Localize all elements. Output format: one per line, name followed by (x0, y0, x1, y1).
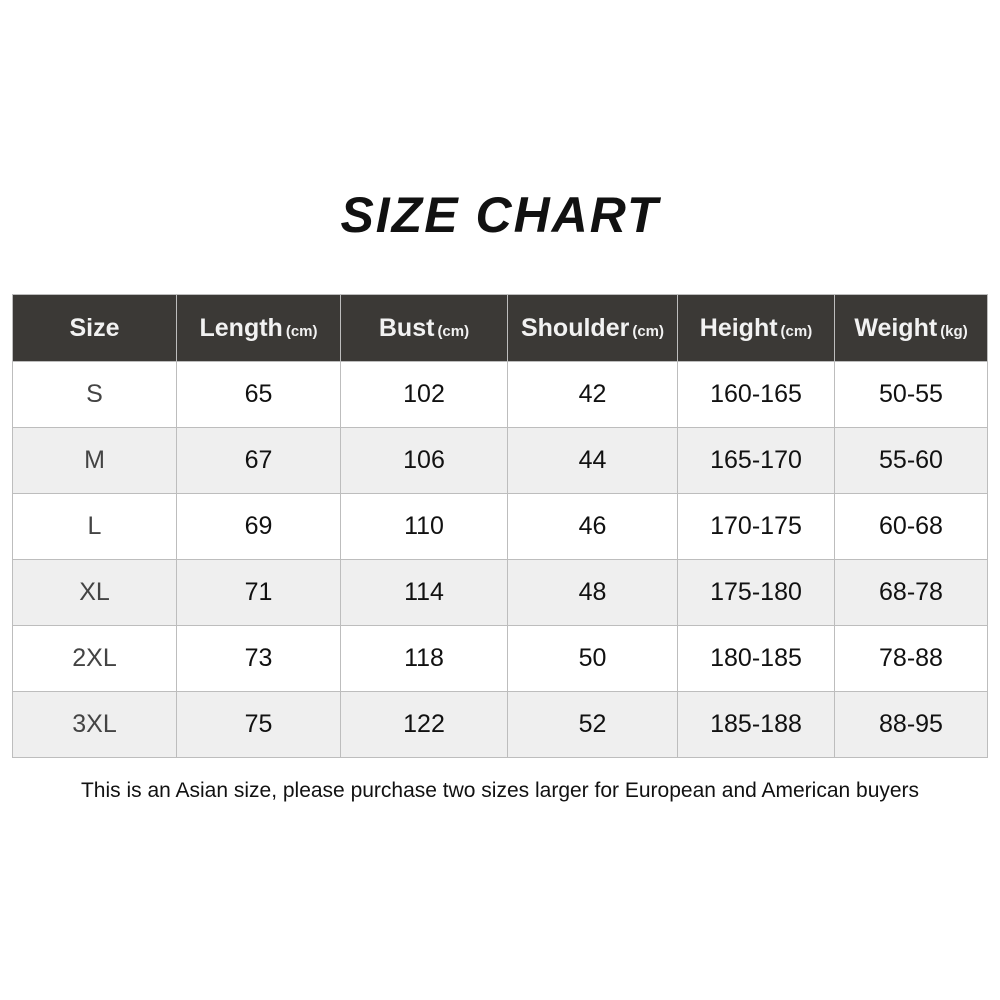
table-cell: 114 (340, 559, 508, 626)
table-cell: 65 (176, 361, 341, 428)
table-cell: 69 (176, 493, 341, 560)
column-label: Bust (378, 313, 435, 342)
table-cell: 71 (176, 559, 341, 626)
table-cell: 55-60 (834, 427, 988, 494)
column-header-shoulder: Shoulder (cm) (507, 294, 678, 362)
table-cell: 46 (507, 493, 678, 560)
column-unit: (cm) (285, 322, 318, 340)
size-chart-table: Size Length (cm) Bust (cm) Shoulder (cm) Height… (12, 294, 988, 758)
column-unit: (cm) (632, 322, 664, 340)
size-cell: M (12, 427, 177, 494)
table-cell: 44 (507, 427, 678, 494)
size-note: This is an Asian size, please purchase t… (80, 779, 920, 802)
table-cell: 50 (507, 625, 678, 692)
column-unit: (cm) (437, 322, 470, 340)
table-cell: 60-68 (834, 493, 988, 560)
table-cell: 180-185 (677, 625, 835, 692)
table-cell: 118 (340, 625, 508, 692)
table-row: 3XL 75 122 52 185-188 88-95 (12, 691, 988, 758)
table-row: XL 71 114 48 175-180 68-78 (12, 559, 988, 626)
table-cell: 160-165 (677, 361, 835, 428)
table-cell: 175-180 (677, 559, 835, 626)
size-cell: 2XL (12, 625, 177, 692)
column-header-size: Size (12, 294, 177, 362)
column-label: Weight (854, 313, 938, 342)
column-label: Size (69, 313, 120, 342)
size-cell: L (12, 493, 177, 560)
table-cell: 165-170 (677, 427, 835, 494)
table-row: S 65 102 42 160-165 50-55 (12, 361, 988, 428)
table-cell: 185-188 (677, 691, 835, 758)
column-label: Height (699, 313, 778, 342)
page-title: SIZE CHART (340, 187, 660, 243)
table-cell: 50-55 (834, 361, 988, 428)
table-cell: 73 (176, 625, 341, 692)
table-row: 2XL 73 118 50 180-185 78-88 (12, 625, 988, 692)
table-cell: 52 (507, 691, 678, 758)
size-cell: S (12, 361, 177, 428)
column-unit: (cm) (780, 322, 813, 340)
table-cell: 68-78 (834, 559, 988, 626)
size-cell: 3XL (12, 691, 177, 758)
table-cell: 88-95 (834, 691, 988, 758)
column-unit: (kg) (940, 322, 968, 340)
table-cell: 78-88 (834, 625, 988, 692)
column-header-bust: Bust (cm) (340, 294, 508, 362)
table-row: M 67 106 44 165-170 55-60 (12, 427, 988, 494)
header-row: Size Length (cm) Bust (cm) Shoulder (cm) Height… (12, 294, 988, 362)
table-cell: 106 (340, 427, 508, 494)
table-row: L 69 110 46 170-175 60-68 (12, 493, 988, 560)
column-label: Shoulder (520, 313, 630, 342)
column-header-weight: Weight (kg) (834, 294, 988, 362)
table-cell: 75 (176, 691, 341, 758)
table-cell: 48 (507, 559, 678, 626)
table-cell: 102 (340, 361, 508, 428)
table-cell: 42 (507, 361, 678, 428)
column-header-height: Height (cm) (677, 294, 835, 362)
column-label: Length (199, 313, 283, 342)
size-cell: XL (12, 559, 177, 626)
table-cell: 122 (340, 691, 508, 758)
column-header-length: Length (cm) (176, 294, 341, 362)
table-cell: 170-175 (677, 493, 835, 560)
table-cell: 110 (340, 493, 508, 560)
table-cell: 67 (176, 427, 341, 494)
